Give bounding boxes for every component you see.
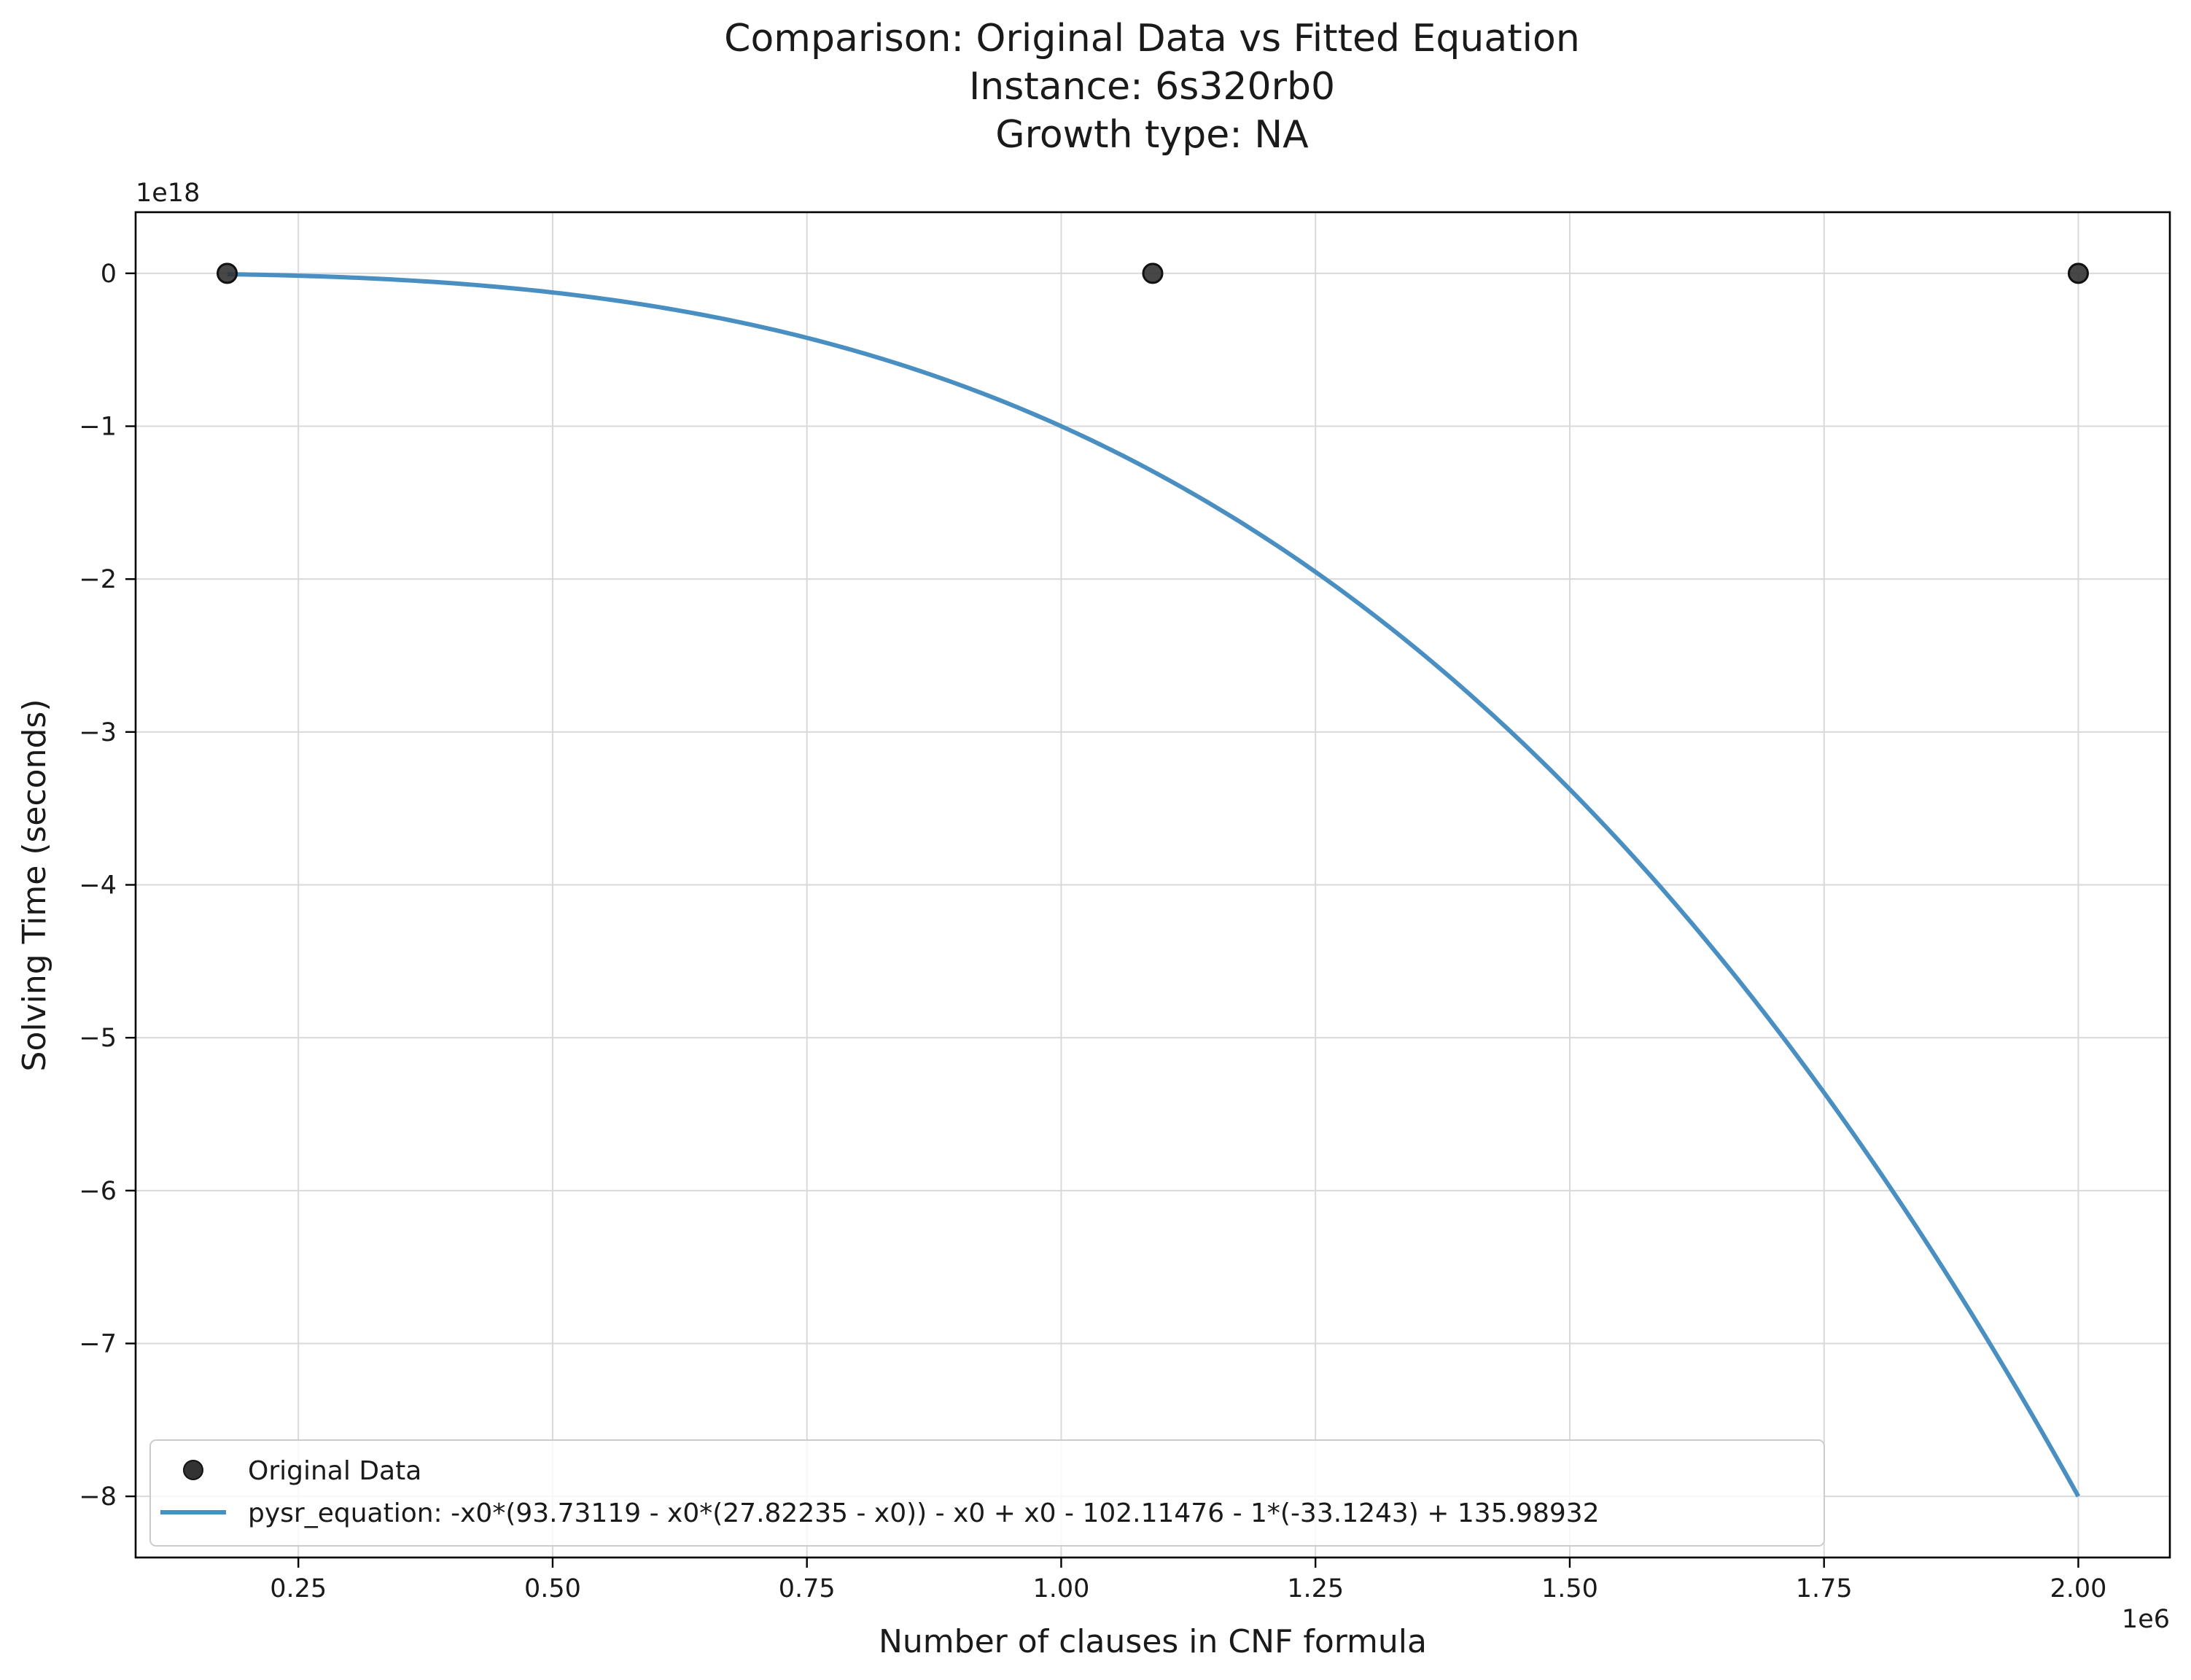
title-line-3: Growth type: NA xyxy=(995,113,1309,157)
x-tick-label: 1.00 xyxy=(1032,1574,1089,1603)
y-tick-label: −4 xyxy=(79,871,117,901)
x-tick-label: 0.50 xyxy=(524,1574,581,1603)
y-tick-label: −1 xyxy=(79,413,117,442)
legend: Original Data pysr_equation: -x0*(93.731… xyxy=(149,1439,1825,1547)
y-tick-label: −3 xyxy=(79,718,117,747)
y-tick-label: −7 xyxy=(79,1329,117,1358)
x-tick-label: 0.25 xyxy=(270,1574,327,1603)
y-tick-label: −8 xyxy=(79,1482,117,1512)
original-data-point xyxy=(1142,262,1164,284)
axes-frame xyxy=(134,211,2171,1559)
original-data-point xyxy=(217,262,238,284)
original-data-point xyxy=(2067,262,2089,284)
y-tick-label: −2 xyxy=(79,565,117,594)
y-tick-label: −5 xyxy=(79,1024,117,1053)
x-tick-label: 1.25 xyxy=(1287,1574,1344,1603)
x-tick-label: 2.00 xyxy=(2050,1574,2106,1603)
title-line-1: Comparison: Original Data vs Fitted Equa… xyxy=(724,17,1580,61)
fitted-curve-line xyxy=(227,272,2081,1498)
y-tick-label: 0 xyxy=(101,260,117,289)
x-offset-label: 1e6 xyxy=(2122,1605,2170,1634)
plot-area xyxy=(217,262,2089,1498)
axis-ticks: 0.25 0.50 0.75 1.00 1.25 1.50 1.75 2.00 0 −1 −2 −3 −… xyxy=(79,260,2106,1603)
y-tick-label: −6 xyxy=(79,1177,117,1206)
legend-label-pysr-equation: pysr_equation: -x0*(93.73119 - x0*(27.82… xyxy=(248,1498,1600,1528)
legend-box xyxy=(149,1439,1825,1547)
x-axis-label: Number of clauses in CNF formula xyxy=(879,1623,1427,1660)
legend-label-original-data: Original Data xyxy=(248,1456,421,1486)
legend-scatter-marker xyxy=(183,1460,203,1480)
y-axis-label: Solving Time (seconds) xyxy=(16,699,53,1072)
title-line-2: Instance: 6s320rb0 xyxy=(969,65,1335,109)
y-offset-label: 1e18 xyxy=(136,179,200,208)
x-tick-label: 0.75 xyxy=(779,1574,836,1603)
chart-title: Comparison: Original Data vs Fitted Equa… xyxy=(724,17,1580,157)
x-tick-label: 1.50 xyxy=(1541,1574,1598,1603)
x-tick-label: 1.75 xyxy=(1796,1574,1853,1603)
